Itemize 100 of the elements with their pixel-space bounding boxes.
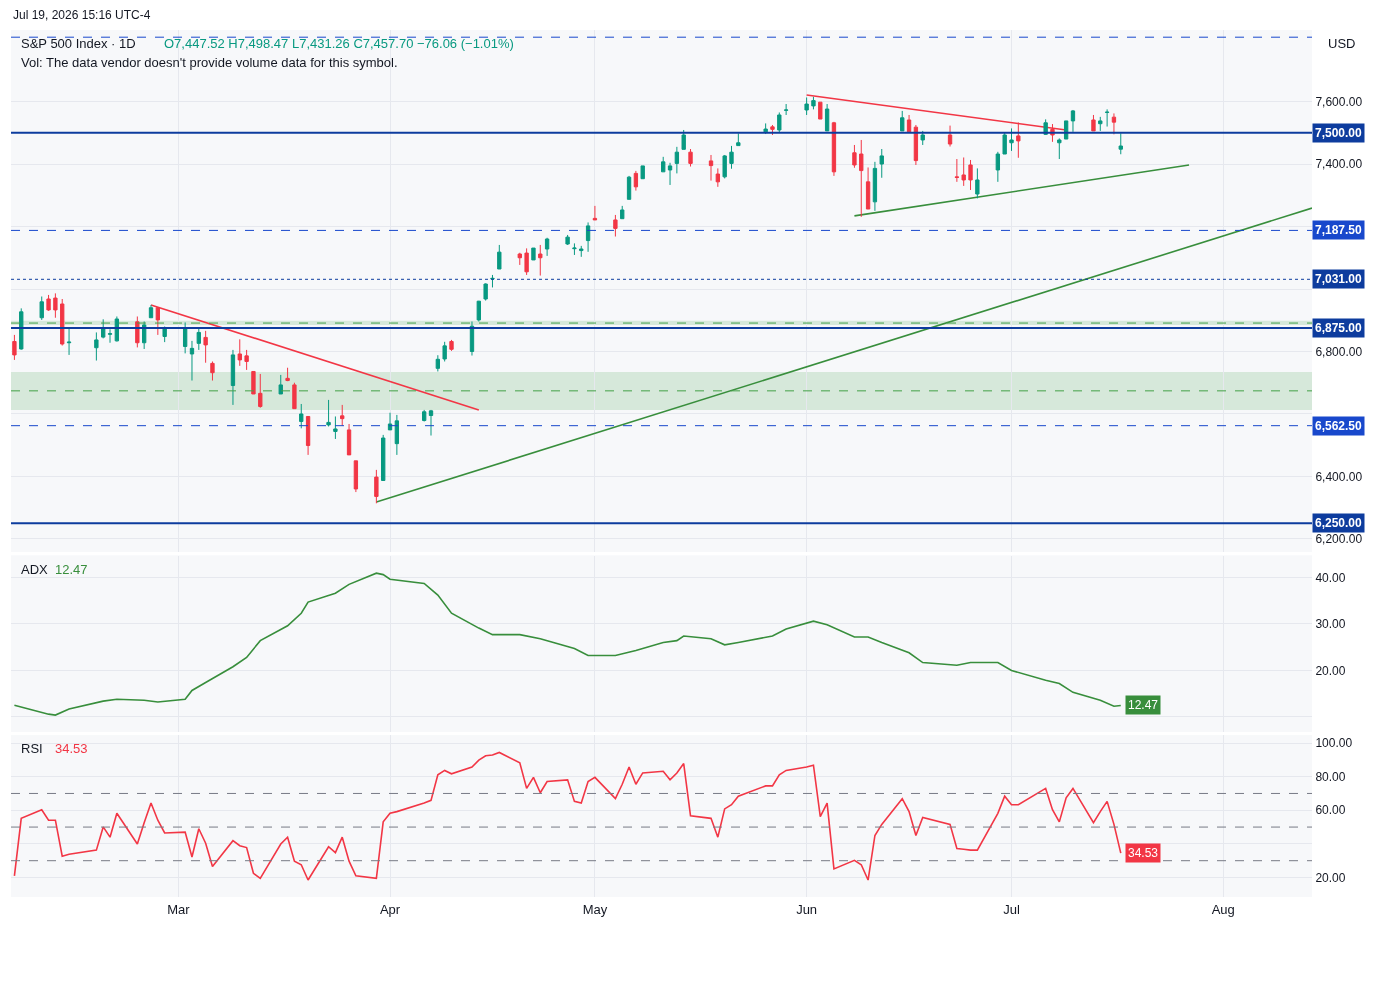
candlestick: [442, 341, 447, 362]
candlestick: [954, 158, 960, 183]
candlestick: [722, 154, 727, 179]
candlestick: [620, 205, 625, 220]
candlestick: [278, 374, 283, 395]
candlestick: [661, 156, 666, 173]
candlestick: [544, 237, 550, 257]
candlestick: [708, 154, 714, 182]
candlestick: [626, 175, 632, 200]
candlestick: [633, 170, 639, 192]
candlestick: [579, 245, 584, 258]
data-label: 34.53: [1128, 846, 1159, 860]
candlestick: [947, 125, 953, 148]
y-tick-label: 6,400.00: [1315, 469, 1363, 484]
candlestick: [524, 247, 529, 276]
candlestick: [203, 330, 208, 364]
candlestick: [920, 130, 925, 146]
y-tick-label: 30.00: [1315, 617, 1346, 632]
candlestick: [182, 321, 188, 354]
candlestick: [585, 221, 591, 253]
candlestick: [667, 162, 673, 186]
candlestick: [824, 103, 830, 132]
candlestick: [490, 274, 495, 288]
candlestick: [804, 96, 809, 116]
ref-line-label: 7,500.00: [1315, 126, 1363, 140]
candlestick: [913, 124, 919, 166]
candlestick: [1002, 131, 1007, 155]
text: USD: [1328, 36, 1356, 51]
candlestick: [53, 292, 58, 319]
candlestick: [258, 373, 263, 409]
candlestick: [777, 111, 782, 134]
candlestick: [715, 167, 721, 188]
candlestick: [681, 129, 686, 150]
candlestick: [107, 328, 113, 344]
y-tick-label: 40.00: [1315, 570, 1346, 585]
candlestick: [961, 156, 966, 187]
candlestick: [859, 139, 864, 218]
ref-line-label: 6,250.00: [1315, 516, 1363, 530]
candlestick: [497, 244, 502, 270]
ref-line-label: 6,562.50: [1315, 419, 1363, 433]
y-tick-label: 6,800.00: [1315, 344, 1363, 359]
candlestick: [353, 460, 359, 493]
x-tick-label: Jun: [796, 901, 818, 917]
candlestick: [1118, 132, 1123, 155]
ref-line-label: 7,187.50: [1315, 223, 1363, 237]
x-tick-label: May: [582, 901, 608, 917]
candlestick: [852, 144, 857, 169]
candlestick: [872, 161, 878, 212]
candlestick: [162, 325, 167, 343]
candlestick: [968, 159, 973, 191]
candlestick: [251, 370, 256, 395]
y-tick-label: 80.00: [1315, 769, 1346, 784]
candlestick: [326, 399, 331, 427]
candlestick: [1098, 116, 1103, 132]
candlestick: [60, 298, 65, 347]
candlestick: [995, 151, 1001, 183]
candlestick: [674, 146, 680, 174]
candlestick: [1111, 112, 1117, 135]
candlestick: [1091, 114, 1096, 132]
ref-line-label: 6,875.00: [1315, 321, 1363, 335]
annotation: Vol: The data vendor doesn't provide volume data for this symbol.: [21, 55, 398, 70]
candlestick: [66, 327, 72, 356]
y-tick-label: 100.00: [1315, 736, 1353, 751]
candlestick: [469, 320, 475, 357]
candlestick: [230, 349, 236, 406]
candlestick: [94, 331, 99, 362]
annotation: 34.53: [55, 741, 88, 756]
line-series: [13, 572, 1122, 716]
candlestick: [196, 327, 201, 351]
text: O7,447.52 H7,498.47 L7,431.26 C7,457.70 −76.06 (−1.01%): [164, 36, 514, 51]
candlestick: [906, 114, 912, 133]
candlestick: [831, 121, 837, 177]
candlestick: [879, 148, 884, 179]
candlestick: [428, 409, 434, 437]
y-tick-label: 7,600.00: [1315, 94, 1363, 109]
candlestick: [114, 315, 120, 342]
line-series: [13, 751, 1122, 881]
candlestick: [346, 423, 352, 456]
x-tick-label: Aug: [1211, 901, 1235, 917]
candlestick: [592, 205, 598, 221]
candlestick: [1104, 108, 1110, 128]
candlestick: [148, 304, 154, 319]
candlestick: [483, 282, 488, 302]
candlestick: [244, 349, 249, 371]
candlestick: [210, 360, 215, 382]
text: RSI: [21, 741, 43, 756]
annotation: 12.47: [55, 562, 88, 577]
candlestick: [517, 252, 522, 266]
candlestick: [1057, 137, 1062, 160]
y-tick-label: 6,200.00: [1315, 532, 1363, 547]
candlestick: [476, 300, 481, 322]
text: Jul 19, 2026 15:16 UTC-4: [13, 8, 151, 22]
candlestick: [292, 382, 297, 410]
candlestick: [865, 166, 871, 210]
candlestick: [736, 132, 741, 147]
y-tick-label: 7,400.00: [1315, 157, 1363, 172]
candlestick: [305, 415, 311, 456]
candlestick: [340, 404, 345, 427]
text: ADX: [21, 562, 49, 577]
x-tick-label: Mar: [167, 901, 191, 917]
